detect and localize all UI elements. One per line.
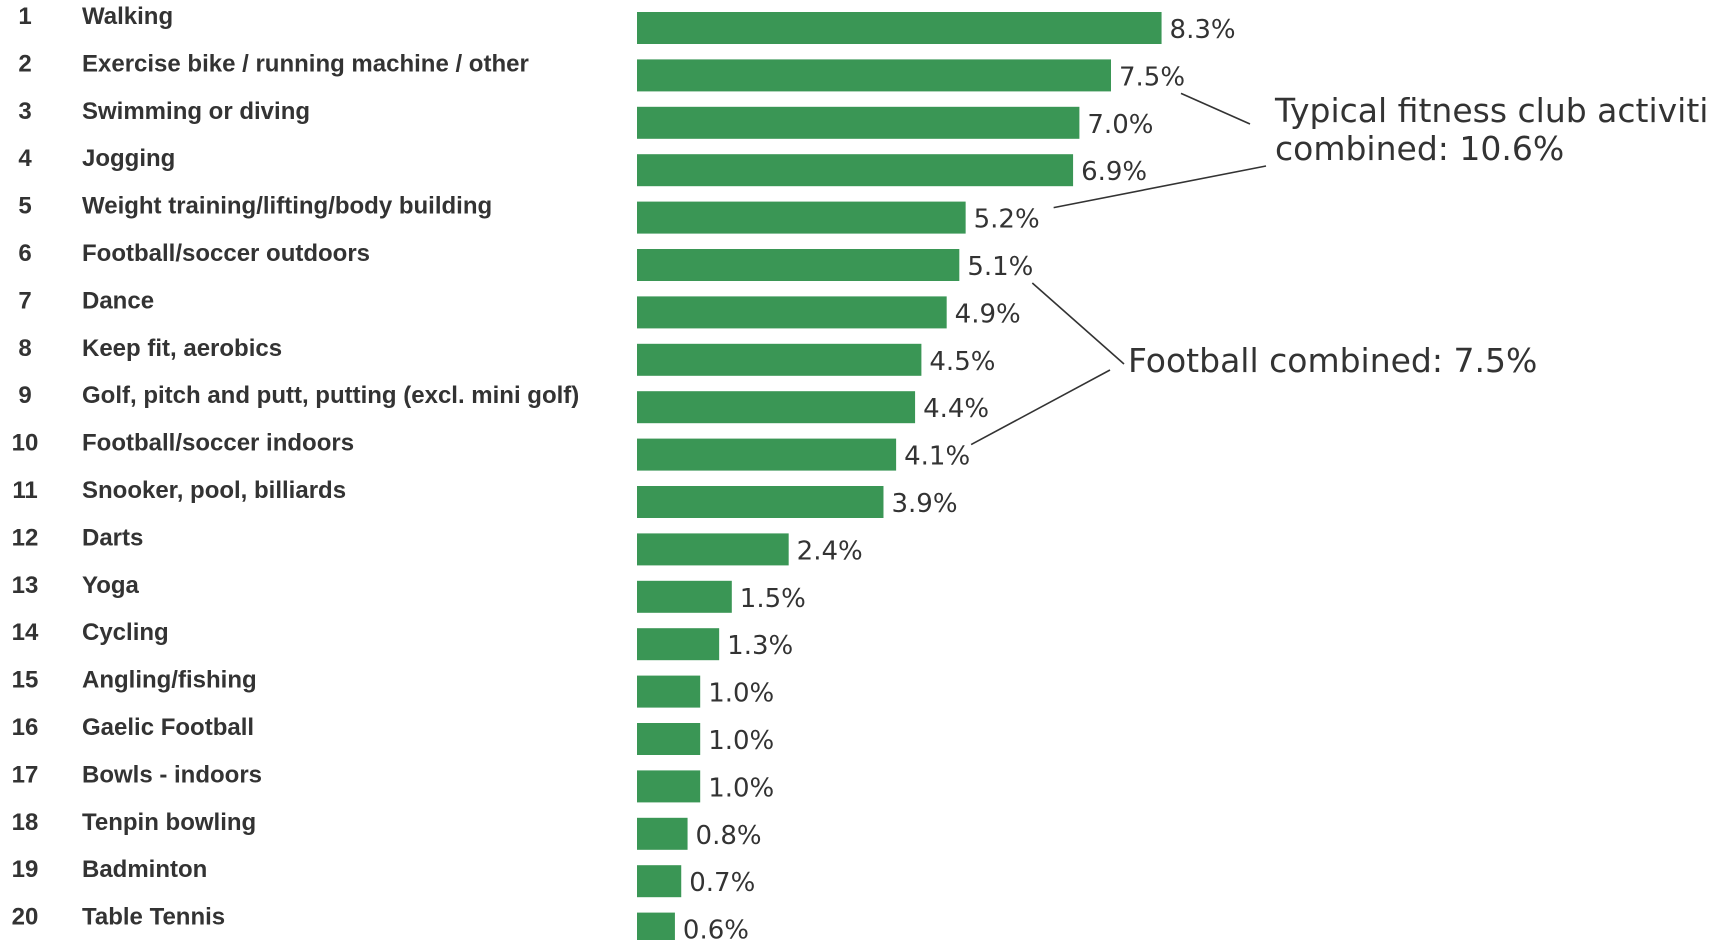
category-label: Dance [82,287,154,314]
rank-number: 10 [12,430,39,457]
chart-rows: 1 Walking 8.3% 2 Exercise bike / running mac… [12,3,1236,940]
leader-line [1180,92,1251,125]
bar [637,249,960,281]
value-label: 1.3% [727,631,793,661]
category-label: Tenpin bowling [82,809,256,836]
rank-number: 2 [18,50,31,77]
value-label: 1.0% [708,773,774,803]
rank-number: 20 [12,904,39,931]
category-label: Yoga [82,572,140,599]
value-label: 8.3% [1170,15,1236,45]
rank-number: 1 [18,3,31,30]
value-label: 1.5% [740,584,806,614]
rank-number: 17 [12,761,39,788]
bar [637,533,789,566]
value-label: 0.7% [689,868,755,898]
value-label: 2.4% [797,536,863,566]
rank-number: 16 [12,714,39,741]
rank-number: 9 [18,382,31,409]
category-label: Snooker, pool, billiards [82,477,346,504]
bar [637,723,701,755]
category-label: Football/soccer outdoors [82,240,370,267]
value-label: 4.9% [955,299,1021,329]
rank-number: 19 [12,856,39,883]
bar [637,154,1074,187]
rank-number: 8 [18,335,31,362]
category-label: Darts [82,524,143,551]
leader-line [970,369,1111,446]
value-label: 3.9% [891,489,957,519]
bar [637,628,720,661]
bar [637,865,682,898]
value-label: 7.0% [1087,110,1153,140]
rank-number: 7 [18,287,31,314]
bar [637,296,947,329]
rank-number: 11 [12,477,37,504]
value-label: 5.1% [967,252,1033,282]
bar [637,106,1080,139]
bar [637,391,916,424]
rank-number: 12 [12,524,39,551]
category-label: Jogging [82,145,175,172]
value-label: 1.0% [708,679,774,709]
category-label: Walking [82,3,173,30]
value-label: 0.8% [696,821,762,851]
value-label: 0.6% [683,916,749,940]
value-label: 4.4% [923,394,989,424]
value-label: 7.5% [1119,62,1185,92]
bar [637,438,897,471]
rank-number: 18 [12,809,39,836]
value-label: 6.9% [1081,157,1147,187]
category-label: Bowls - indoors [82,761,262,788]
value-label: 4.1% [904,442,970,472]
chart-annotations: Typical fitness club activitiescombined:… [970,91,1709,446]
category-label: Angling/fishing [82,667,257,694]
category-label: Cycling [82,619,169,646]
category-label: Exercise bike / running machine / other [82,50,529,77]
rank-number: 3 [18,98,31,125]
category-label: Keep fit, aerobics [82,335,282,362]
category-label: Gaelic Football [82,714,254,741]
category-label: Table Tennis [82,904,225,931]
category-label: Football/soccer indoors [82,430,354,457]
bar [637,817,688,850]
bar [637,770,701,803]
bar [637,12,1162,44]
annotation-football-text: Football combined: 7.5% [1128,341,1537,380]
rank-number: 5 [18,193,31,220]
bar [637,343,922,376]
leader-line [1031,282,1125,365]
value-label: 4.5% [929,347,995,377]
bar [637,486,884,518]
bar [637,201,966,234]
bar [637,59,1111,92]
category-label: Golf, pitch and putt, putting (excl. min… [82,382,579,409]
rank-number: 4 [18,145,32,172]
rank-number: 6 [18,240,31,267]
category-label: Swimming or diving [82,98,310,125]
rank-number: 14 [12,619,39,646]
bar [637,675,701,708]
category-label: Weight training/lifting/body building [82,193,492,220]
bar [637,912,675,940]
rank-number: 13 [12,572,39,599]
value-label: 1.0% [708,726,774,756]
value-label: 5.2% [974,205,1040,235]
leader-line [1053,165,1267,209]
bar [637,580,732,613]
category-label: Badminton [82,856,207,883]
annotation-fitness-text: combined: 10.6% [1275,129,1564,168]
rank-number: 15 [12,667,39,694]
annotation-fitness-text: Typical fitness club activities [1274,91,1709,130]
